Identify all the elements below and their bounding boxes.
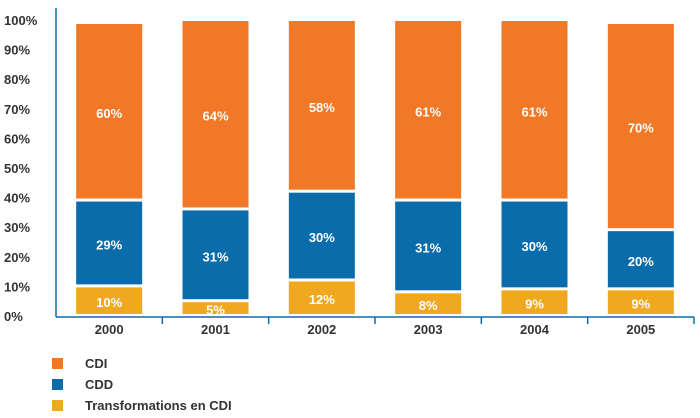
legend-swatch [52, 358, 63, 369]
data-label: 31% [202, 249, 228, 264]
bar-segment [607, 231, 674, 288]
bar-segment [607, 290, 674, 314]
x-tick-label: 2001 [201, 322, 230, 337]
data-label: 31% [415, 240, 441, 255]
data-label: 64% [202, 109, 228, 124]
data-label: 30% [309, 230, 335, 245]
chart-canvas: 0% 10% 20% 30% 40% 50% 60% 70% 80% 90% 100% 10% 29% 6… [4, 8, 695, 337]
y-tick-label: 80% [4, 72, 30, 87]
bar-segment [501, 201, 568, 288]
data-label: 9% [631, 297, 650, 312]
legend-label: CDD [85, 377, 114, 392]
data-label: 10% [96, 295, 122, 310]
y-tick-label: 30% [4, 220, 30, 235]
bar-segment [501, 290, 568, 314]
bar-segment [182, 210, 249, 300]
data-label: 12% [309, 292, 335, 307]
bar-segment [607, 23, 674, 229]
bar-segment [288, 192, 355, 279]
y-tick-label: 40% [4, 191, 30, 206]
y-tick-label: 20% [4, 250, 30, 265]
legend-label: Transformations en CDI [85, 398, 232, 413]
legend-item: CDI [52, 353, 232, 374]
bar-segment [182, 302, 249, 314]
data-label: 9% [525, 297, 544, 312]
x-tick-label: 2003 [414, 322, 443, 337]
x-tick-label: 2000 [95, 322, 124, 337]
legend-item: Transformations en CDI [52, 395, 232, 416]
legend-label: CDI [85, 356, 108, 371]
data-label: 61% [415, 104, 441, 119]
x-tick-label: 2005 [626, 322, 655, 337]
y-tick-label: 100% [4, 13, 38, 28]
y-tick-label: 70% [4, 102, 30, 117]
chart-legend: CDI CDD Transformations en CDI [52, 353, 232, 416]
x-tick-label: 2002 [307, 322, 336, 337]
data-label: 60% [96, 106, 122, 121]
data-label: 8% [419, 298, 438, 313]
data-label: 5% [206, 303, 225, 318]
bar-segment [395, 21, 462, 199]
bar-segment [395, 201, 462, 291]
bar-segment [76, 23, 143, 199]
data-label: 70% [628, 121, 654, 136]
data-label: 58% [309, 100, 335, 115]
y-tick-label: 10% [4, 279, 30, 294]
bar-segment [501, 21, 568, 199]
bar-segment [76, 201, 143, 285]
data-label: 20% [628, 254, 654, 269]
bar-segment [395, 293, 462, 314]
data-label: 61% [521, 104, 547, 119]
y-tick-label: 90% [4, 43, 30, 58]
y-tick-label: 60% [4, 131, 30, 146]
y-tick-label: 0% [4, 309, 23, 324]
legend-swatch [52, 379, 63, 390]
data-label: 29% [96, 237, 122, 252]
legend-item: CDD [52, 374, 232, 395]
y-tick-label: 50% [4, 161, 30, 176]
bar-segment [76, 287, 143, 314]
legend-swatch [52, 400, 63, 411]
bar-segment [182, 21, 249, 208]
data-label: 30% [521, 239, 547, 254]
bar-segment [288, 21, 355, 190]
bar-segment [288, 281, 355, 314]
x-tick-label: 2004 [520, 322, 550, 337]
